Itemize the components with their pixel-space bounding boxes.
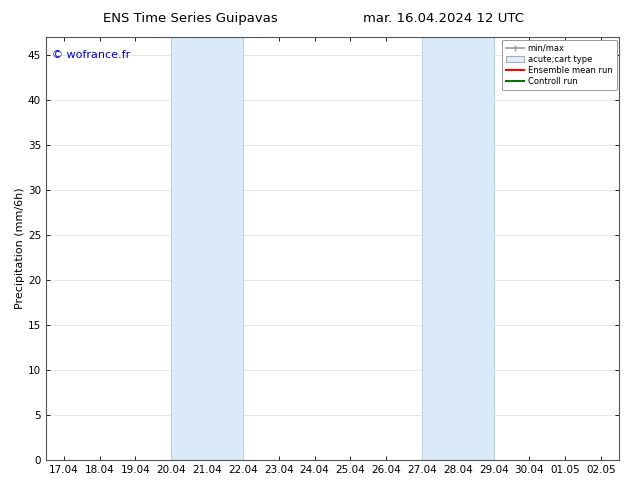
Text: mar. 16.04.2024 12 UTC: mar. 16.04.2024 12 UTC [363,12,524,25]
Bar [171,37,243,460]
Text: ENS Time Series Guipavas: ENS Time Series Guipavas [103,12,278,25]
Y-axis label: Precipitation (mm/6h): Precipitation (mm/6h) [15,188,25,309]
Legend: min/max, acute;cart type, Ensemble mean run, Controll run: min/max, acute;cart type, Ensemble mean … [501,40,616,90]
Bar [422,37,494,460]
Text: © wofrance.fr: © wofrance.fr [51,50,130,60]
